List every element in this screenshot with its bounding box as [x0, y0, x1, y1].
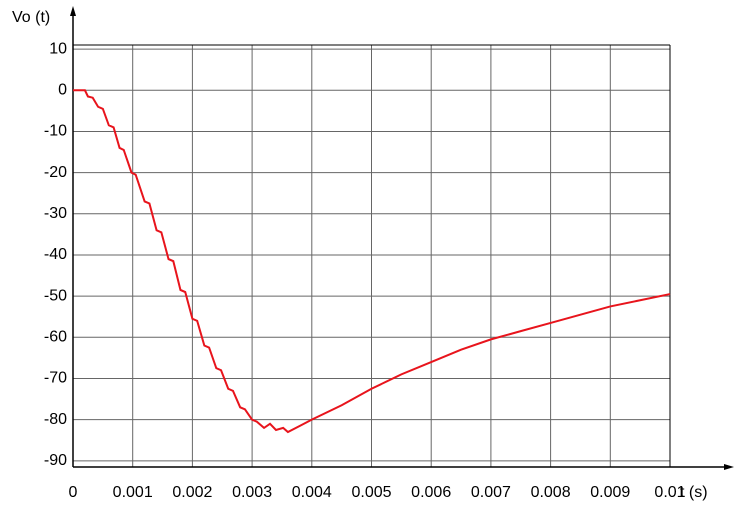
y-tick-label: -30: [44, 205, 67, 222]
y-tick-label: -40: [44, 246, 67, 263]
y-tick-label: -50: [44, 287, 67, 304]
y-tick-label: 0: [58, 82, 67, 99]
y-tick-label: -80: [44, 411, 67, 428]
x-tick-label: 0.007: [471, 484, 511, 501]
x-tick-label: 0.009: [590, 484, 630, 501]
x-tick-label: 0.004: [292, 484, 332, 501]
y-axis-label: Vo (t): [12, 9, 50, 26]
x-tick-label: 0.006: [411, 484, 451, 501]
y-tick-label: 10: [49, 40, 67, 57]
x-axis-label: t (s): [680, 484, 708, 501]
y-tick-label: -70: [44, 370, 67, 387]
x-tick-label: 0.008: [531, 484, 571, 501]
x-tick-label: 0.01: [654, 484, 685, 501]
x-tick-label: 0.002: [172, 484, 212, 501]
x-tick-label: 0.001: [113, 484, 153, 501]
y-tick-label: -10: [44, 123, 67, 140]
y-tick-label: -60: [44, 329, 67, 346]
data-line: [73, 89, 671, 434]
x-axis-arrow: [724, 464, 734, 470]
x-tick-label: 0.003: [232, 484, 272, 501]
y-tick-label: -90: [44, 452, 67, 469]
x-tick-label: 0: [69, 484, 78, 501]
y-tick-label: -20: [44, 164, 67, 181]
x-tick-label: 0.005: [351, 484, 391, 501]
y-axis-arrow: [70, 6, 76, 16]
